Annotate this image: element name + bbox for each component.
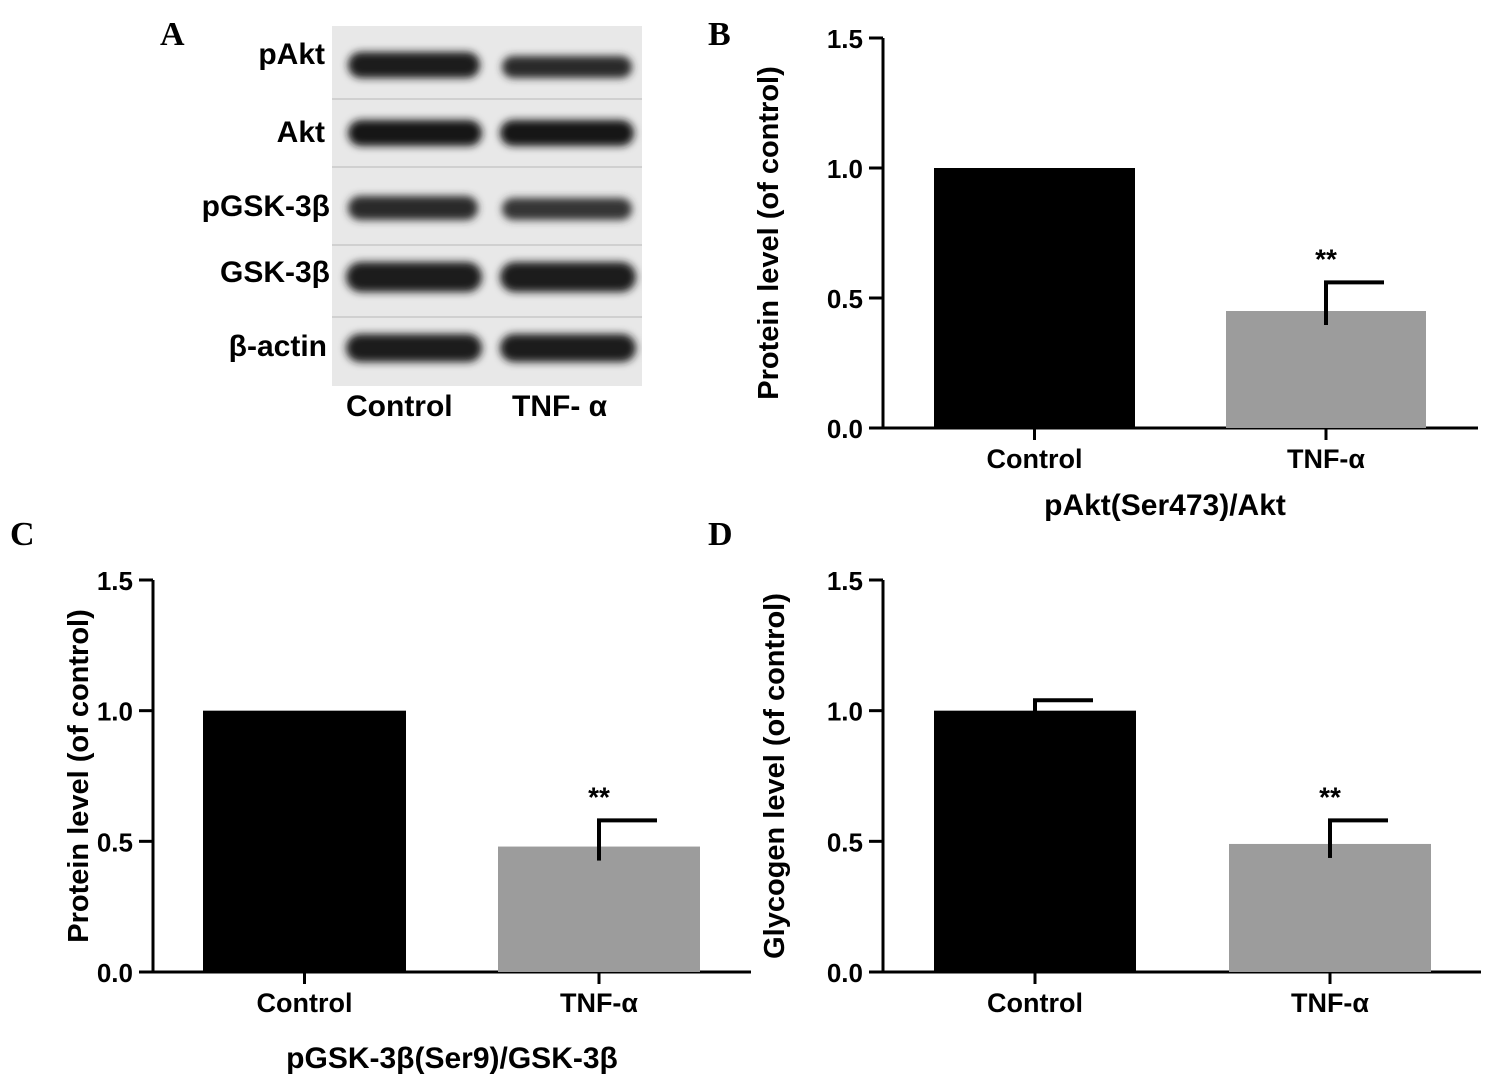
blot-image xyxy=(332,26,642,386)
band-pgsk3b-control xyxy=(348,196,478,220)
y-tick-label: 1.5 xyxy=(97,566,133,596)
blot-label-akt: Akt xyxy=(276,116,325,149)
y-tick-label: 1.5 xyxy=(827,566,863,596)
x-tick-label: TNF-α xyxy=(1291,988,1369,1018)
y-tick-label: 0.0 xyxy=(827,958,863,988)
blot-label-beta-actin: β-actin xyxy=(228,330,327,363)
y-tick-label: 0.5 xyxy=(827,284,863,314)
y-tick-label: 1.0 xyxy=(827,697,863,727)
y-tick-label: 0.0 xyxy=(827,414,863,444)
panel-letter-b: B xyxy=(708,16,731,53)
panel-letter-c: C xyxy=(10,516,35,553)
x-axis-label: pAkt(Ser473)/Akt xyxy=(1044,489,1286,522)
y-tick-label: 1.0 xyxy=(827,154,863,184)
blot-label-pgsk3b: pGSK-3β xyxy=(201,190,330,223)
blot-label-gsk3b: GSK-3β xyxy=(220,256,330,289)
x-axis-label: pGSK-3β(Ser9)/GSK-3β xyxy=(286,1042,618,1075)
band-gsk3b-tnf xyxy=(500,262,636,292)
band-akt-control xyxy=(348,120,482,146)
band-pgsk3b-tnf xyxy=(502,198,632,220)
panel-letter-a: A xyxy=(160,16,185,53)
y-tick-label: 0.5 xyxy=(827,827,863,857)
blot-condition-control: Control xyxy=(346,390,453,423)
bar xyxy=(203,710,406,972)
band-akt-tnf xyxy=(500,120,634,146)
y-tick-label: 1.5 xyxy=(827,24,863,54)
x-tick-label: Control xyxy=(987,444,1083,474)
blot-strip-divider xyxy=(332,98,642,100)
y-axis-label: Glycogen level (of control) xyxy=(759,593,791,959)
significance-marker: ** xyxy=(1319,781,1341,812)
x-tick-label: TNF-α xyxy=(560,988,638,1018)
y-tick-label: 0.0 xyxy=(97,958,133,988)
x-tick-label: Control xyxy=(987,988,1083,1018)
band-pakt-control xyxy=(348,52,480,78)
y-tick-label: 1.0 xyxy=(97,697,133,727)
bar xyxy=(498,846,700,972)
panel-letter-d: D xyxy=(708,516,733,553)
band-gsk3b-control xyxy=(346,262,482,292)
significance-marker: ** xyxy=(1315,243,1337,274)
blot-strip-divider xyxy=(332,166,642,168)
band-pakt-tnf xyxy=(502,56,632,78)
blot-label-pakt: pAkt xyxy=(258,38,325,71)
bar xyxy=(1229,843,1431,972)
x-tick-label: Control xyxy=(257,988,353,1018)
band-beta-actin-tnf xyxy=(500,334,636,362)
blot-condition-tnf: TNF- α xyxy=(512,390,608,423)
band-beta-actin-control xyxy=(346,334,482,362)
significance-marker: ** xyxy=(588,781,610,812)
blot-strip-divider xyxy=(332,316,642,318)
y-axis-label: Protein level (of control) xyxy=(753,66,785,400)
bar xyxy=(1226,311,1426,428)
x-tick-label: TNF-α xyxy=(1287,444,1365,474)
bar xyxy=(934,168,1135,428)
y-tick-label: 0.5 xyxy=(97,827,133,857)
bar xyxy=(934,710,1136,972)
y-axis-label: Protein level (of control) xyxy=(63,609,95,943)
blot-strip-divider xyxy=(332,244,642,246)
